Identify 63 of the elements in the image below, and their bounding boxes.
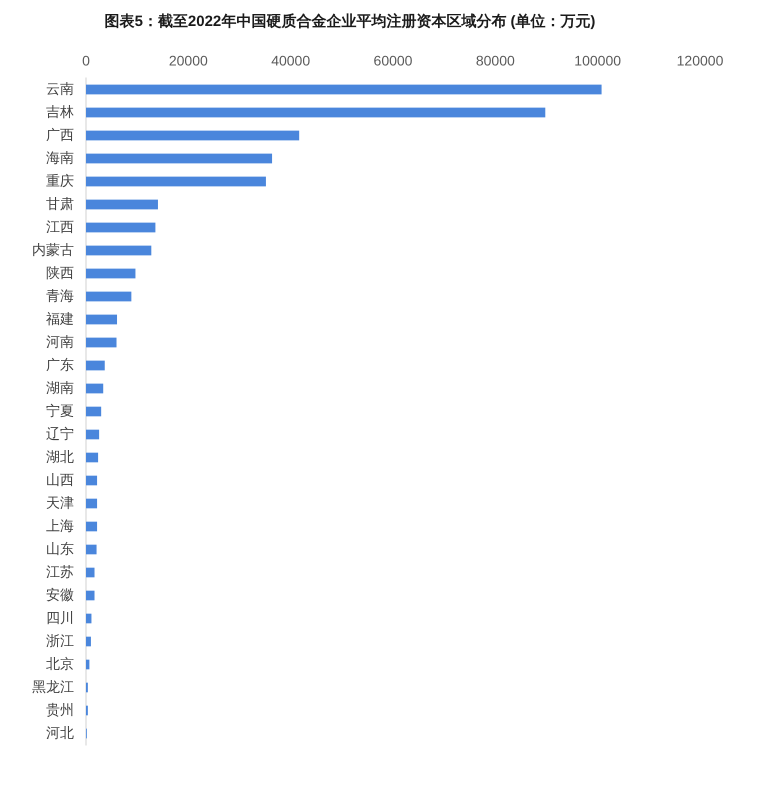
- x-tick-label: 120000: [676, 52, 724, 68]
- bar: [86, 476, 98, 486]
- bar: [86, 154, 272, 164]
- bar: [86, 430, 100, 440]
- y-tick-label: 上海: [46, 517, 74, 534]
- bar: [86, 384, 104, 394]
- y-tick-label: 内蒙古: [32, 241, 74, 258]
- y-tick-label: 陕西: [46, 264, 74, 280]
- x-tick-label: 20000: [168, 52, 208, 68]
- y-tick-label: 江西: [46, 218, 74, 234]
- bar: [86, 498, 98, 508]
- bar: [86, 406, 102, 416]
- y-tick-label: 湖北: [46, 448, 74, 464]
- x-tick-label: 100000: [574, 52, 622, 68]
- bar: [86, 222, 156, 232]
- y-tick-label: 天津: [46, 494, 74, 510]
- bar: [86, 338, 117, 348]
- y-tick-label: 青海: [46, 287, 74, 304]
- y-tick-label: 山西: [46, 471, 74, 488]
- y-tick-label: 重庆: [46, 172, 74, 188]
- bar: [86, 84, 602, 94]
- bar: [86, 268, 136, 278]
- y-tick-label: 云南: [46, 80, 74, 96]
- bar: [86, 660, 90, 670]
- bar: [86, 130, 300, 140]
- bar: [86, 544, 97, 554]
- y-tick-label: 黑龙江: [32, 678, 74, 694]
- bar: [86, 568, 95, 578]
- y-tick-label: 安徽: [46, 586, 74, 602]
- bar: [86, 636, 91, 646]
- bar: [86, 360, 105, 370]
- y-tick-label: 吉林: [46, 103, 74, 120]
- y-tick-label: 辽宁: [46, 425, 74, 442]
- y-tick-label: 福建: [46, 310, 74, 326]
- bar: [86, 246, 152, 256]
- bar: [86, 522, 98, 532]
- y-tick-label: 江苏: [46, 563, 74, 580]
- y-tick-label: 广东: [46, 356, 74, 372]
- bar: [86, 590, 95, 600]
- chart-title: 图表5：截至2022年中国硬质合金企业平均注册资本区域分布 (单位：万元): [104, 12, 596, 30]
- x-tick-label: 0: [82, 52, 90, 68]
- y-tick-label: 湖南: [46, 379, 74, 396]
- x-tick-label: 80000: [476, 52, 516, 68]
- bar: [86, 176, 266, 186]
- y-tick-label: 北京: [46, 655, 74, 672]
- y-tick-label: 河北: [46, 724, 74, 740]
- y-tick-label: 河南: [46, 333, 74, 350]
- x-tick-label: 60000: [374, 52, 413, 68]
- y-tick-label: 广西: [46, 126, 74, 142]
- y-tick-label: 浙江: [46, 632, 74, 648]
- bar: [86, 614, 92, 624]
- bar: [86, 314, 118, 324]
- x-tick-label: 40000: [271, 52, 310, 68]
- bar: [86, 108, 546, 118]
- bar: [86, 200, 158, 210]
- y-tick-label: 山东: [46, 540, 74, 556]
- bar: [86, 452, 98, 462]
- y-tick-label: 甘肃: [46, 195, 74, 212]
- y-tick-label: 宁夏: [46, 402, 74, 418]
- bar: [86, 292, 132, 302]
- y-tick-label: 海南: [46, 149, 74, 166]
- y-tick-label: 贵州: [46, 701, 74, 718]
- y-tick-label: 四川: [46, 609, 74, 626]
